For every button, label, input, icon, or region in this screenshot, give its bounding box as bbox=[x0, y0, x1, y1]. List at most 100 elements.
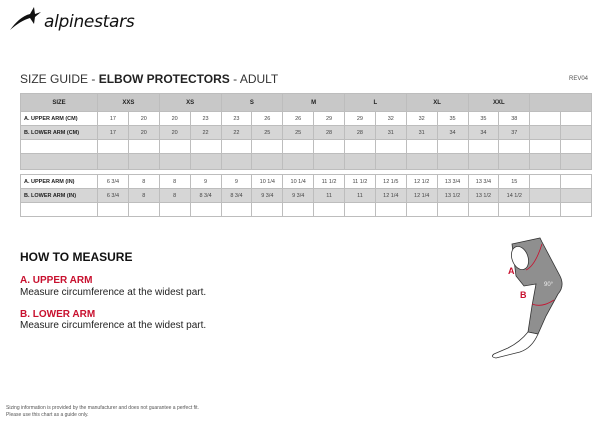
size-header-xxs: XXS bbox=[97, 93, 160, 112]
table-cell: 13 1/2 bbox=[436, 188, 469, 203]
table-cell: 28 bbox=[313, 125, 345, 140]
row-label: A. UPPER ARM (IN) bbox=[20, 174, 98, 189]
size-header-label: SIZE bbox=[20, 93, 98, 112]
table-cell: 12 1/4 bbox=[405, 188, 438, 203]
table-cell: 23 bbox=[189, 111, 222, 126]
table-cell bbox=[189, 153, 222, 170]
size-header-xl: XL bbox=[405, 93, 469, 112]
table-cell bbox=[374, 139, 407, 154]
table-cell: 26 bbox=[251, 111, 284, 126]
table-cell: 13 1/2 bbox=[467, 188, 500, 203]
table-cell bbox=[498, 153, 531, 170]
table-cell: 38 bbox=[498, 111, 531, 126]
row-label bbox=[20, 139, 98, 154]
table-cell bbox=[127, 153, 160, 170]
table-cell: 11 1/2 bbox=[344, 174, 376, 189]
size-header-s: S bbox=[220, 93, 284, 112]
table-cell: 20 bbox=[127, 125, 160, 140]
row-label bbox=[20, 202, 98, 217]
table-cell: 15 bbox=[498, 174, 531, 189]
upper-arm-text: Measure circumference at the widest part… bbox=[20, 287, 207, 298]
table-cell bbox=[436, 153, 469, 170]
table-cell: 37 bbox=[498, 125, 531, 140]
table-cell: 34 bbox=[436, 125, 469, 140]
table-row: A. UPPER ARM (CM) 17 20 20 23 23 26 26 29 29 32 32 3… bbox=[20, 111, 592, 126]
table-cell bbox=[158, 139, 191, 154]
table-cell bbox=[158, 153, 191, 170]
table-cell: 9 bbox=[220, 174, 253, 189]
table-cell: 32 bbox=[374, 111, 407, 126]
table-cell: 13 3/4 bbox=[467, 174, 500, 189]
table-cell: 10 1/4 bbox=[282, 174, 315, 189]
how-to-measure-title: HOW TO MEASURE bbox=[20, 250, 133, 264]
arm-diagram: 90° A B bbox=[492, 237, 563, 359]
row-label: A. UPPER ARM (CM) bbox=[20, 111, 98, 126]
table-cell bbox=[560, 188, 592, 203]
table-cell bbox=[313, 153, 345, 170]
table-cell bbox=[498, 139, 531, 154]
table-cell: 20 bbox=[158, 125, 191, 140]
table-cell: 8 bbox=[127, 188, 160, 203]
table-cell: 11 bbox=[313, 188, 345, 203]
table-cell bbox=[189, 139, 222, 154]
table-cell bbox=[529, 139, 562, 154]
size-header-row: SIZE XXS XS S M L XL XXL bbox=[20, 93, 592, 112]
table-cell: 22 bbox=[220, 125, 253, 140]
row-label: B. LOWER ARM (CM) bbox=[20, 125, 98, 140]
table-cell: 25 bbox=[251, 125, 284, 140]
table-cell: 25 bbox=[282, 125, 315, 140]
table-cell bbox=[282, 139, 315, 154]
table-cell: 6 3/4 bbox=[97, 174, 129, 189]
brand-logo: alpinestars bbox=[8, 6, 135, 32]
size-table: SIZE XXS XS S M L XL XXL A. UPPER ARM (CM) 17 20… bbox=[20, 93, 592, 217]
table-cell bbox=[498, 202, 531, 217]
lower-arm-text: Measure circumference at the widest part… bbox=[20, 320, 207, 331]
table-cell bbox=[97, 153, 129, 170]
table-cell: 12 1/2 bbox=[405, 174, 438, 189]
table-cell: 9 3/4 bbox=[282, 188, 315, 203]
table-cell bbox=[251, 153, 284, 170]
table-cell bbox=[158, 202, 191, 217]
table-cell: 8 bbox=[127, 174, 160, 189]
table-cell: 20 bbox=[158, 111, 191, 126]
table-cell: 14 1/2 bbox=[498, 188, 531, 203]
table-cell bbox=[374, 202, 407, 217]
table-cell: 17 bbox=[97, 111, 129, 126]
size-header-m: M bbox=[282, 93, 345, 112]
table-cell bbox=[189, 202, 222, 217]
table-cell bbox=[251, 139, 284, 154]
table-cell: 20 bbox=[127, 111, 160, 126]
empty-row bbox=[20, 153, 592, 170]
table-cell bbox=[560, 202, 592, 217]
table-cell bbox=[282, 153, 315, 170]
table-cell: 11 bbox=[344, 188, 376, 203]
table-cell bbox=[560, 174, 592, 189]
table-cell: 11 1/2 bbox=[313, 174, 345, 189]
size-header-l: L bbox=[344, 93, 407, 112]
table-cell bbox=[97, 139, 129, 154]
table-cell bbox=[344, 139, 376, 154]
table-cell bbox=[313, 202, 345, 217]
table-cell bbox=[251, 202, 284, 217]
table-cell: 26 bbox=[282, 111, 315, 126]
table-cell: 22 bbox=[189, 125, 222, 140]
table-cell bbox=[313, 139, 345, 154]
table-cell bbox=[560, 139, 592, 154]
disclaimer-line-2: Please use this chart as a guide only. bbox=[6, 412, 89, 418]
empty-row bbox=[20, 139, 592, 154]
table-cell bbox=[529, 188, 562, 203]
table-cell: 28 bbox=[344, 125, 376, 140]
row-label: B. LOWER ARM (IN) bbox=[20, 188, 98, 203]
table-cell: 34 bbox=[467, 125, 500, 140]
table-cell: 8 3/4 bbox=[189, 188, 222, 203]
empty-row bbox=[20, 202, 592, 217]
table-cell: 35 bbox=[436, 111, 469, 126]
table-cell bbox=[529, 174, 562, 189]
brand-name: alpinestars bbox=[44, 12, 135, 32]
table-cell: 17 bbox=[97, 125, 129, 140]
table-row: A. UPPER ARM (IN) 6 3/4 8 8 9 9 10 1/4 10 1/4 11… bbox=[20, 174, 592, 189]
table-cell: 32 bbox=[405, 111, 438, 126]
table-cell: 31 bbox=[374, 125, 407, 140]
lower-arm-title: B. LOWER ARM bbox=[20, 309, 96, 320]
table-cell bbox=[97, 202, 129, 217]
